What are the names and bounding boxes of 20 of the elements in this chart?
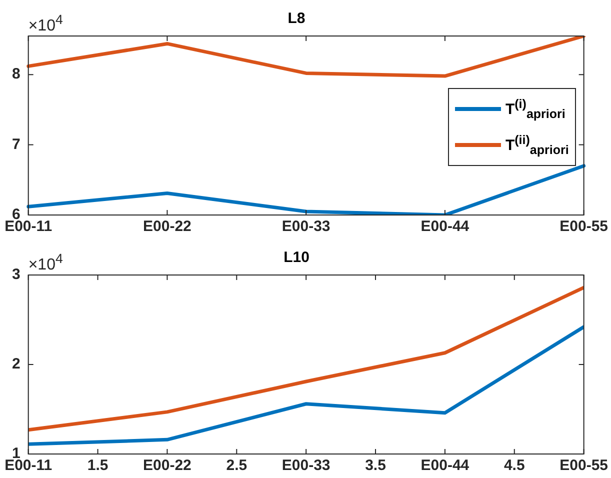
x-tick-label: E00-33 <box>282 218 330 236</box>
y-tick-label: 8 <box>12 66 20 83</box>
x-tick-label: E00-44 <box>420 457 470 474</box>
y-tick-label: 2 <box>12 356 20 373</box>
x-tick-label: E00-33 <box>282 457 330 474</box>
y-tick-label: 7 <box>12 136 20 153</box>
x-tick-label: E00-55 <box>560 218 608 236</box>
text: ×10$^{4}$ <box>28 12 63 36</box>
x-tick-label: E00-22 <box>143 457 192 474</box>
text: ×10$^{4}$ <box>28 251 63 274</box>
x-tick-label: 4.5 <box>504 457 525 474</box>
x-tick-label: 1.5 <box>87 457 108 474</box>
x-tick-label: E00-22 <box>143 218 192 236</box>
x-tick-label: 3.5 <box>365 457 386 474</box>
y-tick-label: 3 <box>12 266 20 284</box>
x-tick-label: E00-44 <box>420 218 470 236</box>
chart-title: L8 <box>288 10 306 28</box>
x-tick-label: E00-55 <box>560 457 608 474</box>
chart-title: L10 <box>284 249 310 266</box>
x-tick-label: 2.5 <box>226 457 248 474</box>
